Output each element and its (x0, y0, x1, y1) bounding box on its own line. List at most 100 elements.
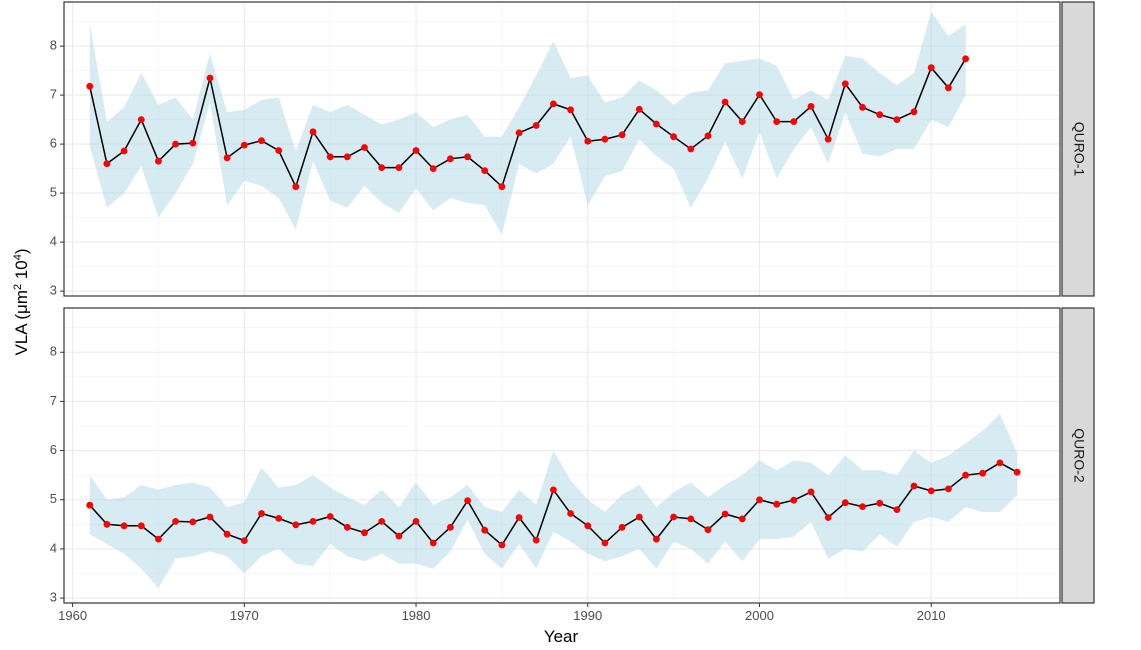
data-point (464, 497, 471, 505)
data-point (223, 154, 231, 162)
data-point (258, 137, 265, 145)
data-point (429, 165, 437, 173)
data-point (395, 164, 403, 172)
data-point (275, 147, 283, 154)
data-point (275, 515, 283, 522)
data-point (189, 139, 197, 147)
series-points (86, 55, 1021, 549)
y-tick-label: 7 (50, 393, 57, 408)
data-point (223, 530, 231, 538)
axes: 3 4 5 6 7 8 3 4 5 6 7 8 1960 1970 1980 1990 2000 2010 (50, 38, 946, 623)
data-point (498, 183, 506, 191)
data-point (945, 84, 952, 92)
data-point (240, 537, 248, 544)
x-tick-label: 1960 (58, 608, 87, 623)
data-point (601, 539, 609, 547)
data-point (155, 157, 162, 165)
y-axis-title-base: VLA (μm (12, 290, 31, 356)
data-point (395, 532, 403, 540)
panel-border (63, 307, 1061, 604)
data-point (326, 153, 334, 161)
data-point (876, 499, 884, 507)
data-point (550, 486, 557, 494)
data-point (841, 499, 849, 507)
data-point (292, 183, 300, 191)
data-point (343, 153, 351, 161)
data-point (378, 164, 386, 172)
data-point (155, 535, 162, 543)
data-point (309, 518, 317, 525)
data-point (189, 518, 197, 526)
data-point (240, 141, 248, 149)
data-point (86, 501, 94, 509)
data-point (670, 513, 677, 521)
data-point (550, 100, 557, 108)
data-point (876, 111, 884, 119)
ribbons (89, 11, 1018, 589)
data-point (1013, 468, 1021, 476)
data-point (927, 487, 935, 495)
facet-strip (1061, 1, 1095, 297)
data-point (807, 103, 815, 110)
y-tick-label: 3 (50, 283, 57, 298)
data-point (653, 120, 660, 128)
data-point (790, 496, 798, 504)
panel-frames (63, 1, 1061, 604)
data-point (103, 520, 111, 528)
data-point (910, 108, 918, 116)
x-tick-label: 1990 (573, 608, 602, 623)
data-point (206, 74, 214, 82)
y-axis-title-end: ) (12, 248, 31, 254)
y-tick-label: 5 (50, 491, 57, 506)
data-point (532, 122, 540, 129)
data-point (618, 523, 626, 531)
data-point (893, 116, 901, 123)
y-axis-title-exp2: 4 (12, 254, 24, 260)
data-point (635, 513, 643, 521)
y-tick-label: 6 (50, 442, 57, 457)
y-tick-label: 7 (50, 87, 57, 102)
data-point (962, 55, 969, 63)
data-point (584, 137, 592, 145)
data-point (258, 510, 265, 517)
data-point (704, 132, 712, 140)
data-point (773, 500, 781, 508)
data-point (309, 128, 317, 136)
data-point (120, 147, 128, 155)
data-point (361, 144, 368, 151)
data-point (172, 140, 180, 148)
panel-border (63, 1, 1061, 297)
data-point (498, 541, 506, 549)
data-point (841, 80, 849, 88)
data-point (653, 535, 660, 543)
x-axis-title: Year (544, 627, 579, 646)
data-point (567, 106, 574, 114)
data-point (704, 526, 712, 534)
data-point (824, 514, 832, 521)
data-point (687, 145, 695, 153)
data-point (515, 129, 523, 137)
confidence-ribbon (89, 413, 1018, 589)
data-point (103, 160, 111, 168)
data-point (343, 523, 351, 531)
data-point (824, 135, 832, 143)
data-point (773, 118, 781, 125)
data-point (86, 82, 94, 90)
series-line (89, 58, 967, 189)
y-tick-label: 6 (50, 136, 57, 151)
x-tick-label: 1970 (230, 608, 259, 623)
data-point (635, 105, 643, 113)
y-axis-title: VLA (μm2 104) (12, 248, 31, 355)
data-point (481, 167, 489, 175)
data-point (447, 523, 454, 531)
data-point (756, 496, 763, 504)
confidence-ribbon (89, 11, 966, 235)
y-axis-title-exp1: 2 (12, 284, 24, 290)
data-point (859, 103, 866, 111)
data-point (172, 518, 180, 525)
data-point (515, 514, 523, 521)
data-point (532, 536, 540, 544)
data-point (687, 515, 695, 523)
data-point (910, 482, 918, 490)
